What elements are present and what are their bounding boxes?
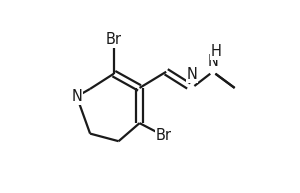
Text: Br: Br: [155, 128, 171, 143]
Text: N: N: [71, 89, 82, 104]
Text: N: N: [186, 67, 197, 82]
Text: N: N: [207, 54, 218, 69]
Text: H: H: [211, 44, 222, 59]
Text: Br: Br: [106, 32, 122, 47]
